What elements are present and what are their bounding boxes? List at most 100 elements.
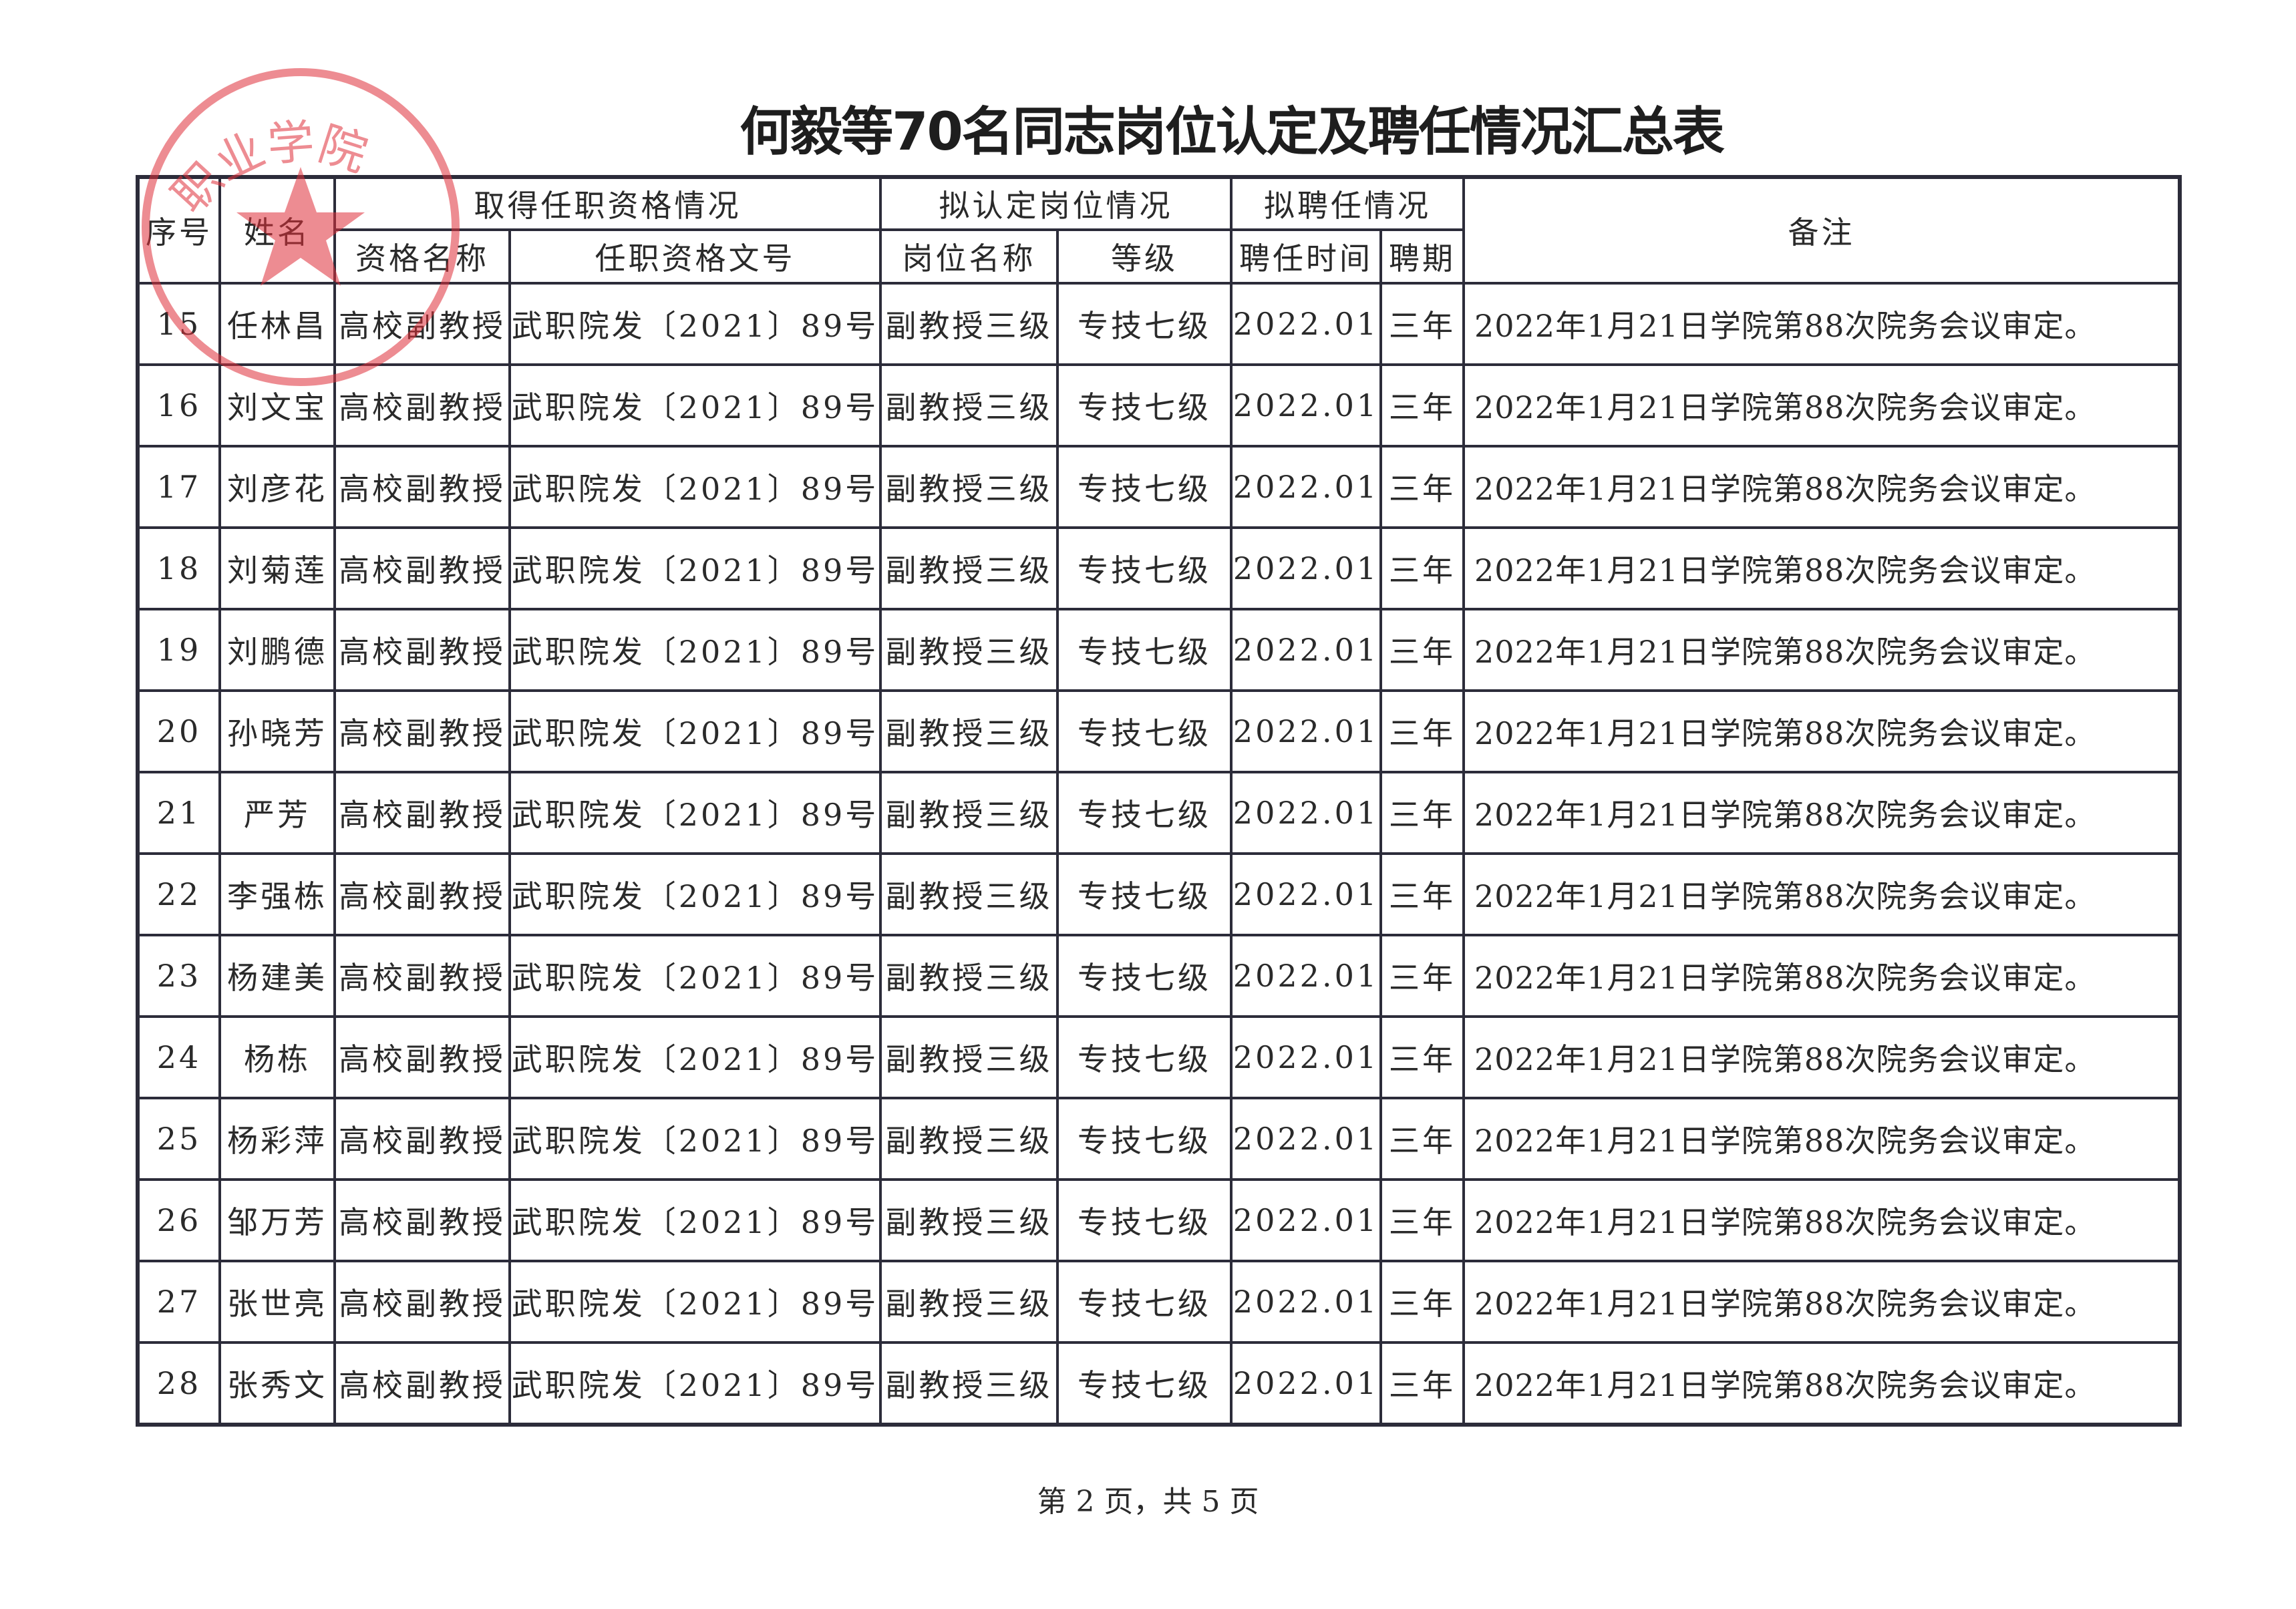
table-row: 23 杨建美 高校副教授 武职院发〔2021〕89号 副教授三级 专技七级 2022.01 三…	[136, 934, 2181, 1018]
cell-time: 2022.01	[1230, 1178, 1382, 1262]
cell-term: 三年	[1379, 282, 1465, 366]
cell-term: 三年	[1379, 445, 1465, 529]
cell-level: 专技七级	[1056, 526, 1233, 610]
cell-doc: 武职院发〔2021〕89号	[508, 526, 882, 610]
cell-note: 2022年1月21日学院第88次院务会议审定。	[1462, 934, 2181, 1018]
cell-note: 2022年1月21日学院第88次院务会议审定。	[1462, 1015, 2181, 1099]
header-qualification-group: 取得任职资格情况	[333, 176, 882, 231]
cell-time: 2022.01	[1230, 282, 1382, 366]
cell-level: 专技七级	[1056, 363, 1233, 448]
cell-qual: 高校副教授	[333, 1341, 511, 1426]
cell-post: 副教授三级	[879, 1341, 1059, 1426]
cell-doc: 武职院发〔2021〕89号	[508, 689, 882, 773]
cell-note: 2022年1月21日学院第88次院务会议审定。	[1462, 689, 2181, 773]
cell-doc: 武职院发〔2021〕89号	[508, 445, 882, 529]
header-qualification-name: 资格名称	[333, 228, 511, 285]
cell-name: 李强栋	[218, 852, 336, 936]
cell-doc: 武职院发〔2021〕89号	[508, 1097, 882, 1181]
cell-name: 刘彦花	[218, 445, 336, 529]
cell-seq: 20	[136, 689, 221, 773]
header-post-name: 岗位名称	[879, 228, 1059, 285]
table-row: 16 刘文宝 高校副教授 武职院发〔2021〕89号 副教授三级 专技七级 2022.01 三…	[136, 363, 2181, 448]
cell-post: 副教授三级	[879, 1015, 1059, 1099]
cell-term: 三年	[1379, 689, 1465, 773]
cell-time: 2022.01	[1230, 852, 1382, 936]
cell-qual: 高校副教授	[333, 445, 511, 529]
cell-name: 孙晓芳	[218, 689, 336, 773]
cell-level: 专技七级	[1056, 1178, 1233, 1262]
cell-seq: 24	[136, 1015, 221, 1099]
cell-note: 2022年1月21日学院第88次院务会议审定。	[1462, 608, 2181, 692]
cell-time: 2022.01	[1230, 1097, 1382, 1181]
cell-level: 专技七级	[1056, 445, 1233, 529]
summary-table: 序号 姓名 取得任职资格情况 拟认定岗位情况 拟聘任情况 备注 资格名称 任职资…	[136, 175, 2182, 1427]
cell-time: 2022.01	[1230, 526, 1382, 610]
cell-term: 三年	[1379, 363, 1465, 448]
cell-level: 专技七级	[1056, 771, 1233, 855]
cell-note: 2022年1月21日学院第88次院务会议审定。	[1462, 1097, 2181, 1181]
cell-qual: 高校副教授	[333, 1260, 511, 1344]
cell-doc: 武职院发〔2021〕89号	[508, 608, 882, 692]
table-row: 24 杨栋 高校副教授 武职院发〔2021〕89号 副教授三级 专技七级 2022.01 三年…	[136, 1015, 2181, 1099]
cell-doc: 武职院发〔2021〕89号	[508, 852, 882, 936]
cell-qual: 高校副教授	[333, 689, 511, 773]
cell-seq: 25	[136, 1097, 221, 1181]
cell-time: 2022.01	[1230, 445, 1382, 529]
cell-name: 杨彩萍	[218, 1097, 336, 1181]
cell-name: 邹万芳	[218, 1178, 336, 1262]
cell-note: 2022年1月21日学院第88次院务会议审定。	[1462, 526, 2181, 610]
cell-level: 专技七级	[1056, 1097, 1233, 1181]
cell-post: 副教授三级	[879, 934, 1059, 1018]
cell-qual: 高校副教授	[333, 852, 511, 936]
cell-term: 三年	[1379, 852, 1465, 936]
cell-seq: 17	[136, 445, 221, 529]
cell-seq: 22	[136, 852, 221, 936]
cell-doc: 武职院发〔2021〕89号	[508, 363, 882, 448]
cell-post: 副教授三级	[879, 852, 1059, 936]
cell-post: 副教授三级	[879, 282, 1059, 366]
table-row: 27 张世亮 高校副教授 武职院发〔2021〕89号 副教授三级 专技七级 2022.01 三…	[136, 1260, 2181, 1344]
page-number: 第 2 页，共 5 页	[1037, 1485, 1259, 1519]
cell-qual: 高校副教授	[333, 771, 511, 855]
header-post-level: 等级	[1056, 228, 1233, 285]
cell-time: 2022.01	[1230, 1260, 1382, 1344]
table-row: 25 杨彩萍 高校副教授 武职院发〔2021〕89号 副教授三级 专技七级 2022.01 三…	[136, 1097, 2181, 1181]
header-seq: 序号	[136, 176, 221, 285]
cell-seq: 18	[136, 526, 221, 610]
cell-name: 刘文宝	[218, 363, 336, 448]
cell-term: 三年	[1379, 1178, 1465, 1262]
table-row: 26 邹万芳 高校副教授 武职院发〔2021〕89号 副教授三级 专技七级 2022.01 三…	[136, 1178, 2181, 1262]
cell-name: 张秀文	[218, 1341, 336, 1426]
cell-doc: 武职院发〔2021〕89号	[508, 771, 882, 855]
cell-name: 杨栋	[218, 1015, 336, 1099]
cell-term: 三年	[1379, 526, 1465, 610]
cell-post: 副教授三级	[879, 1097, 1059, 1181]
table-row: 21 严芳 高校副教授 武职院发〔2021〕89号 副教授三级 专技七级 2022.01 三年…	[136, 771, 2181, 855]
cell-qual: 高校副教授	[333, 363, 511, 448]
cell-note: 2022年1月21日学院第88次院务会议审定。	[1462, 771, 2181, 855]
cell-qual: 高校副教授	[333, 934, 511, 1018]
cell-qual: 高校副教授	[333, 1097, 511, 1181]
cell-time: 2022.01	[1230, 363, 1382, 448]
cell-qual: 高校副教授	[333, 526, 511, 610]
table-body: 15 任林昌 高校副教授 武职院发〔2021〕89号 副教授三级 专技七级 2022.01 三…	[136, 282, 2181, 1426]
table-row: 15 任林昌 高校副教授 武职院发〔2021〕89号 副教授三级 专技七级 2022.01 三…	[136, 282, 2181, 366]
cell-time: 2022.01	[1230, 689, 1382, 773]
cell-time: 2022.01	[1230, 608, 1382, 692]
cell-time: 2022.01	[1230, 934, 1382, 1018]
cell-note: 2022年1月21日学院第88次院务会议审定。	[1462, 445, 2181, 529]
cell-post: 副教授三级	[879, 608, 1059, 692]
cell-level: 专技七级	[1056, 852, 1233, 936]
cell-seq: 27	[136, 1260, 221, 1344]
table-row: 20 孙晓芳 高校副教授 武职院发〔2021〕89号 副教授三级 专技七级 2022.01 三…	[136, 689, 2181, 773]
cell-doc: 武职院发〔2021〕89号	[508, 1015, 882, 1099]
cell-seq: 26	[136, 1178, 221, 1262]
cell-doc: 武职院发〔2021〕89号	[508, 934, 882, 1018]
cell-post: 副教授三级	[879, 689, 1059, 773]
header-post-group: 拟认定岗位情况	[879, 176, 1233, 231]
cell-level: 专技七级	[1056, 608, 1233, 692]
table-row: 28 张秀文 高校副教授 武职院发〔2021〕89号 副教授三级 专技七级 2022.01 三…	[136, 1341, 2181, 1426]
cell-note: 2022年1月21日学院第88次院务会议审定。	[1462, 282, 2181, 366]
cell-qual: 高校副教授	[333, 1015, 511, 1099]
cell-term: 三年	[1379, 1015, 1465, 1099]
